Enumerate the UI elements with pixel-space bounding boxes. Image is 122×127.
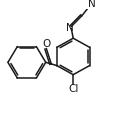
Text: O: O [42,39,51,49]
Text: N: N [66,23,73,33]
Text: Cl: Cl [68,84,78,94]
Text: N: N [88,0,95,9]
